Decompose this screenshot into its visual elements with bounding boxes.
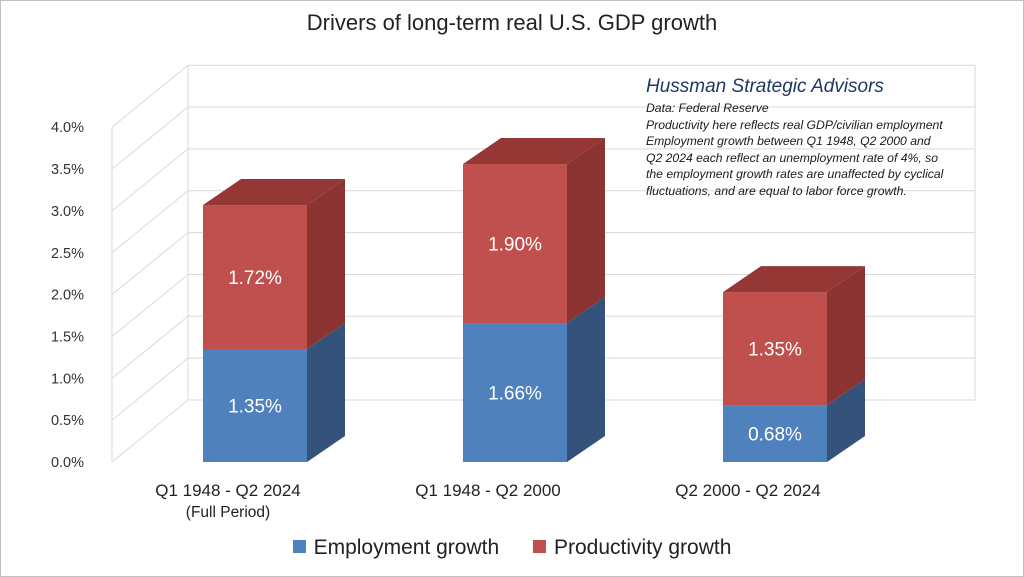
annotation-line: Q2 2024 each reflect an unemployment rat… — [646, 150, 938, 165]
legend-swatch-employment — [292, 540, 306, 553]
data-label: 0.68% — [748, 425, 802, 446]
chart-title: Drivers of long-term real U.S. GDP growt… — [306, 10, 718, 35]
annotation-box: Hussman Strategic Advisors Data: Federal… — [646, 76, 1016, 199]
grid-line — [111, 148, 189, 212]
legend-item-employment[interactable]: Employment growth — [292, 536, 500, 560]
x-tick-label: Q1 1948 - Q2 2000 — [415, 481, 561, 500]
legend-swatch-productivity — [533, 540, 546, 553]
y-tick-label: 0.0% — [51, 455, 84, 471]
bar-top — [463, 138, 605, 165]
data-label: 1.35% — [748, 340, 802, 361]
bar-side-employment — [307, 323, 345, 462]
y-tick-label: 1.5% — [51, 329, 84, 345]
bar-productivity — [203, 205, 307, 350]
annotation-line: the employment growth rates are unaffect… — [646, 167, 944, 181]
annotation-line: Data: Federal Reserve — [646, 101, 769, 115]
bar-side-employment — [567, 297, 605, 462]
grid-line — [111, 315, 189, 379]
y-tick-label: 2.5% — [51, 246, 84, 262]
grid-line — [111, 106, 189, 170]
y-tick-label: 3.0% — [51, 204, 84, 220]
bar-side-employment — [827, 379, 865, 462]
data-label: 1.66% — [488, 384, 542, 405]
y-tick-label: 2.0% — [51, 288, 84, 304]
bar-productivity — [723, 292, 827, 406]
grid-line — [111, 274, 189, 337]
bar-side-productivity — [567, 138, 605, 324]
bar-side-productivity — [827, 266, 865, 406]
y-tick-label: 3.5% — [51, 162, 84, 178]
grid-line — [111, 232, 189, 295]
annotation-line: Productivity here reflects real GDP/civi… — [646, 117, 943, 132]
x-tick-label: Q2 2000 - Q2 2024 — [675, 481, 821, 500]
y-axis-labels: 0.0% 0.5% 1.0% 1.5% 2.0% 2.5% 3.0% 3.5% 4.0% — [51, 120, 84, 471]
grid-line — [111, 64, 189, 128]
bar-employment — [463, 323, 567, 462]
data-labels: 1.35% 1.72% 1.66% 1.90% 0.68% 1.35% — [228, 235, 802, 446]
annotation-source: Hussman Strategic Advisors — [646, 76, 884, 97]
bar-employment — [723, 405, 827, 462]
x-tick-label: (Full Period) — [186, 504, 270, 521]
x-tick-label: Q1 1948 - Q2 2024 — [155, 481, 301, 500]
chart-legend: Employment growth Productivity growth — [0, 536, 1024, 560]
legend-label-productivity: Productivity growth — [554, 536, 732, 559]
annotation-line: Employment growth between Q1 1948, Q2 20… — [646, 134, 931, 148]
legend-label-employment: Employment growth — [313, 536, 500, 559]
bar-top — [723, 266, 865, 293]
bar-top — [203, 179, 345, 206]
grid-line — [111, 357, 189, 421]
bar-side-productivity — [307, 179, 345, 350]
grid-line — [111, 190, 189, 254]
data-label: 1.72% — [228, 268, 282, 289]
data-label: 1.90% — [488, 235, 542, 256]
y-tick-label: 4.0% — [51, 120, 84, 136]
y-tick-label: 1.0% — [51, 371, 84, 387]
bar-employment — [203, 349, 307, 462]
annotation-line: fluctuations, and are equal to labor for… — [646, 183, 907, 198]
grid-line — [111, 399, 189, 463]
bar-productivity — [463, 164, 567, 324]
data-label: 1.35% — [228, 397, 282, 418]
bar-stacks — [203, 138, 865, 462]
legend-item-productivity[interactable]: Productivity growth — [533, 536, 731, 560]
y-tick-label: 0.5% — [51, 413, 84, 429]
x-axis-labels: Q1 1948 - Q2 2024 (Full Period) Q1 1948 - … — [155, 481, 821, 521]
